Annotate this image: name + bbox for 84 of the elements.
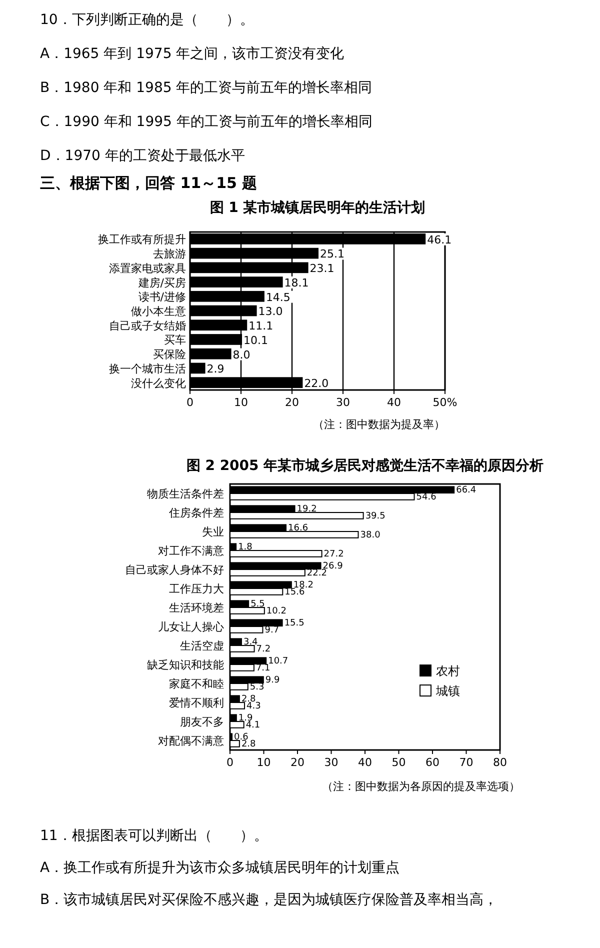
- y-tick-label: 对工作不满意: [158, 544, 224, 558]
- text: 11．根据图表可以判断出（ ）。: [40, 828, 268, 844]
- x-tick-label: 50: [392, 756, 406, 769]
- x-tick-label: 50%: [432, 396, 458, 409]
- x-tick-label: 30: [324, 756, 338, 769]
- legend-label: 城镇: [435, 684, 460, 698]
- data-label: 22.0: [304, 376, 329, 390]
- y-tick-label: 工作压力大: [169, 582, 224, 596]
- text: B．该市城镇居民对买保险不感兴趣，是因为城镇医疗保险普及率相当高，: [40, 891, 498, 908]
- data-label: 10.7: [268, 656, 288, 666]
- data-label: 14.5: [266, 290, 290, 304]
- y-tick-label: 没什么变化: [131, 376, 186, 390]
- data-label: 8.0: [232, 348, 250, 362]
- y-tick-label: 买保险: [153, 348, 186, 362]
- x-tick-label: 60: [426, 756, 440, 769]
- data-label: 11.1: [248, 320, 274, 333]
- data-label: 23.1: [310, 262, 334, 276]
- y-tick-label: 失业: [202, 526, 224, 538]
- x-tick-label: 0: [186, 396, 194, 409]
- x-tick-label: 20: [290, 756, 304, 769]
- data-label: 4.3: [246, 701, 261, 712]
- x-tick-label: 40: [387, 396, 401, 409]
- y-tick-label: 换工作或有所提升: [98, 233, 186, 246]
- y-tick-label: 朋友不多: [180, 716, 224, 728]
- data-label: 13.0: [258, 305, 283, 318]
- chart-title: 图 2 2005 年某市城乡居民对感觉生活不幸福的原因分析: [186, 457, 544, 474]
- data-label: 38.0: [360, 530, 381, 540]
- y-tick-label: 做小本生意: [131, 305, 186, 318]
- y-tick-label: 家庭不和睦: [169, 678, 224, 690]
- text: B．1980 年和 1985 年的工资与前五年的增长率相同: [40, 80, 372, 96]
- text: D．1970 年的工资处于最低水平: [40, 148, 245, 164]
- y-tick-label: 买车: [164, 334, 186, 347]
- x-tick-label: 70: [459, 756, 474, 769]
- data-label: 25.1: [320, 248, 345, 261]
- y-tick-label: 住房条件差: [169, 506, 224, 520]
- y-tick-label: 建房/买房: [137, 276, 186, 290]
- x-tick-label: 80: [493, 756, 507, 769]
- data-label: 2.9: [206, 362, 224, 376]
- y-tick-label: 自己或家人身体不好: [125, 564, 224, 576]
- data-label: 16.6: [288, 524, 308, 534]
- data-label: 5.5: [250, 600, 265, 610]
- data-label: 3.4: [243, 638, 258, 648]
- text: （注：图中数据为提及率）: [313, 418, 445, 431]
- data-label: 2.8: [241, 739, 256, 750]
- data-label: 39.5: [365, 511, 386, 522]
- y-tick-label: 添置家电或家具: [109, 262, 186, 275]
- data-label: 15.6: [284, 587, 305, 598]
- data-label: 4.1: [246, 720, 260, 730]
- text: C．1990 年和 1995 年的工资与前五年的增长率相同: [40, 114, 372, 130]
- text: A．1965 年到 1975 年之间，该市工资没有变化: [40, 46, 344, 62]
- data-label: 9.9: [265, 676, 280, 686]
- x-tick-label: 10: [234, 396, 248, 409]
- data-label: 10.2: [266, 606, 286, 616]
- y-tick-label: 生活空虚: [180, 640, 224, 652]
- y-tick-label: 物质生活条件差: [147, 488, 224, 500]
- data-label: 66.4: [456, 486, 476, 496]
- data-label: 1.8: [238, 542, 253, 552]
- data-label: 19.2: [296, 504, 317, 514]
- x-tick-label: 10: [256, 756, 271, 769]
- data-label: 46.1: [427, 233, 452, 246]
- y-tick-label: 爱情不顺利: [169, 696, 224, 710]
- x-tick-label: 0: [226, 756, 234, 769]
- legend-label: 农村: [436, 664, 460, 678]
- y-tick-label: 对配偶不满意: [158, 734, 224, 748]
- data-label: 15.5: [284, 618, 304, 628]
- y-tick-label: 自己或子女结婚: [109, 319, 186, 332]
- y-tick-label: 儿女让人操心: [158, 620, 224, 634]
- y-tick-label: 去旅游: [153, 248, 186, 261]
- data-label: 18.1: [284, 276, 309, 290]
- text: 10．下列判断正确的是（ ）。: [40, 12, 254, 28]
- x-tick-label: 30: [336, 396, 350, 409]
- x-tick-label: 20: [285, 396, 299, 409]
- text: （注：图中数据为各原因的提及率选项）: [322, 780, 520, 793]
- y-tick-label: 换一个城市生活: [109, 362, 186, 376]
- data-label: 10.1: [244, 334, 268, 347]
- data-label: 27.2: [324, 549, 344, 560]
- y-tick-label: 生活环境差: [169, 602, 224, 614]
- y-tick-label: 读书/进修: [138, 290, 186, 304]
- x-tick-label: 40: [358, 756, 372, 769]
- text: 三、根据下图，回答 11～15 题: [40, 174, 258, 192]
- chart-title: 图 1 某市城镇居民明年的生活计划: [210, 199, 426, 216]
- data-label: 7.2: [256, 644, 271, 654]
- y-tick-label: 缺乏知识和技能: [147, 658, 224, 672]
- text: A．换工作或有所提升为该市众多城镇居民明年的计划重点: [40, 860, 400, 876]
